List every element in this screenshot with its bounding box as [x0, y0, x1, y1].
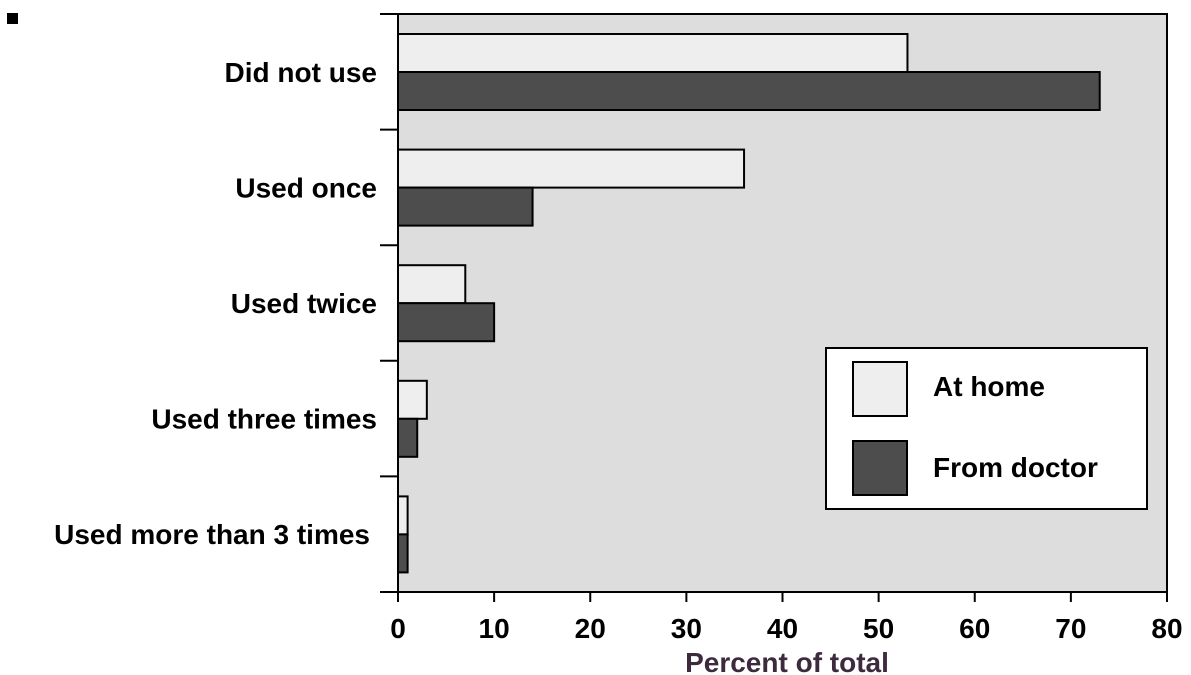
bar-from-doctor-used-twice	[397, 302, 496, 343]
legend-label-from-doctor: From doctor	[933, 452, 1098, 483]
x-tick-label: 80	[1151, 613, 1182, 644]
x-tick-label: 50	[863, 613, 894, 644]
bar-at-home-used-more-than-3-times	[397, 495, 409, 536]
bar-at-home-used-three-times	[397, 379, 428, 420]
x-tick-label: 20	[575, 613, 606, 644]
x-tick-label: 70	[1055, 613, 1086, 644]
bars-layer	[397, 33, 1101, 574]
category-label-used-twice: Used twice	[231, 288, 377, 319]
legend-swatch-from-doctor	[852, 440, 908, 496]
bar-at-home-used-once	[397, 148, 746, 189]
bar-at-home-used-twice	[397, 264, 467, 305]
bar-from-doctor-used-once	[397, 186, 534, 227]
category-label-did-not-use: Did not use	[225, 57, 377, 88]
x-axis-title: Percent of total	[685, 647, 889, 675]
bar-from-doctor-did-not-use	[397, 71, 1101, 111]
corner-marker	[7, 13, 18, 24]
x-tick-label: 60	[959, 613, 990, 644]
legend-swatch-at-home	[852, 361, 908, 417]
category-label-used-once: Used once	[235, 172, 377, 203]
labels-layer: Did not use Used once Used twice Used three…	[54, 57, 1182, 644]
bar-from-doctor-used-more-than-3-times	[397, 533, 409, 574]
x-tick-label: 10	[479, 613, 510, 644]
legend-label-at-home: At home	[933, 371, 1045, 402]
x-tick-label: 30	[671, 613, 702, 644]
category-label-used-more-than-3-times: Used more than 3 times	[54, 519, 370, 550]
x-tick-label: 40	[767, 613, 798, 644]
legend: At home From doctor	[825, 347, 1148, 510]
category-label-used-three-times: Used three times	[151, 404, 377, 435]
bar-from-doctor-used-three-times	[397, 417, 419, 458]
x-tick-label: 0	[390, 613, 406, 644]
axis-layer	[380, 13, 1168, 602]
bar-at-home-did-not-use	[397, 33, 909, 73]
